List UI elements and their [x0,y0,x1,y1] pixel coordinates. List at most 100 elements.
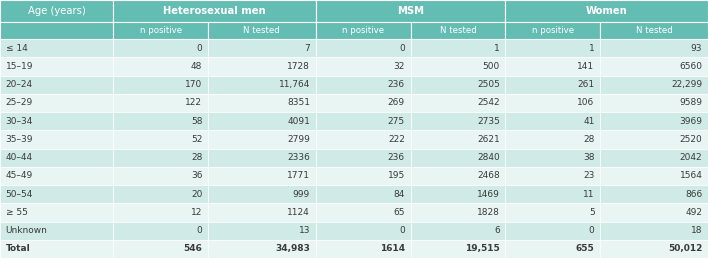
Bar [411,203,506,222]
Text: 20–24: 20–24 [6,80,33,89]
Text: 93: 93 [691,44,702,53]
Bar [316,130,411,149]
Text: 0: 0 [197,226,202,235]
Text: 40–44: 40–44 [6,153,33,162]
Bar [600,94,708,112]
Text: 2468: 2468 [477,171,500,180]
Text: 28: 28 [191,153,202,162]
Bar [411,130,506,149]
Bar [600,57,708,76]
Text: 236: 236 [388,80,405,89]
Text: 6: 6 [494,226,500,235]
Text: 2542: 2542 [477,98,500,107]
Text: 18: 18 [691,226,702,235]
Text: 11: 11 [583,190,595,199]
Text: 170: 170 [185,80,202,89]
Bar [506,240,600,258]
Text: 275: 275 [388,117,405,126]
Bar [113,76,208,94]
Text: 122: 122 [185,98,202,107]
Text: 6560: 6560 [680,62,702,71]
Bar [0,112,113,130]
Bar [600,203,708,222]
Text: 0: 0 [197,44,202,53]
Bar [411,167,506,185]
Bar [316,57,411,76]
Text: 9589: 9589 [680,98,702,107]
Bar [411,39,506,57]
Text: 0: 0 [399,226,405,235]
Bar [411,185,506,203]
Bar [506,149,600,167]
Text: Women: Women [586,6,627,16]
Bar [0,39,113,57]
Bar [208,149,316,167]
Bar [0,130,113,149]
Bar [600,185,708,203]
Text: 500: 500 [482,62,500,71]
Bar [0,94,113,112]
Text: 141: 141 [578,62,595,71]
Text: 11,764: 11,764 [279,80,310,89]
Bar [506,112,600,130]
Bar [208,57,316,76]
Text: 1: 1 [589,44,595,53]
Bar [316,112,411,130]
Bar [113,94,208,112]
Text: 2336: 2336 [287,153,310,162]
Bar [0,0,113,22]
Text: 2505: 2505 [477,80,500,89]
Text: n positive: n positive [342,26,384,35]
Text: 36: 36 [191,171,202,180]
Text: 1728: 1728 [287,62,310,71]
Bar [208,76,316,94]
Bar [113,185,208,203]
Text: 28: 28 [583,135,595,144]
Text: 50,012: 50,012 [668,244,702,253]
Bar [600,222,708,240]
Bar [506,39,600,57]
Bar [600,22,708,39]
Bar [113,0,316,22]
Bar [113,149,208,167]
Bar [316,222,411,240]
Text: 32: 32 [394,62,405,71]
Text: 35–39: 35–39 [6,135,33,144]
Bar [113,130,208,149]
Bar [600,130,708,149]
Text: 655: 655 [576,244,595,253]
Bar [208,39,316,57]
Bar [113,203,208,222]
Text: 50–54: 50–54 [6,190,33,199]
Bar [208,203,316,222]
Text: 1564: 1564 [680,171,702,180]
Text: 13: 13 [299,226,310,235]
Bar [208,112,316,130]
Bar [316,22,411,39]
Bar [113,112,208,130]
Bar [411,240,506,258]
Text: 5: 5 [589,208,595,217]
Bar [600,39,708,57]
Text: 2520: 2520 [680,135,702,144]
Bar [208,167,316,185]
Bar [113,240,208,258]
Bar [0,57,113,76]
Bar [113,167,208,185]
Bar [113,39,208,57]
Bar [316,94,411,112]
Text: Heterosexual men: Heterosexual men [163,6,266,16]
Text: 22,299: 22,299 [671,80,702,89]
Text: MSM: MSM [397,6,424,16]
Text: n positive: n positive [532,26,574,35]
Text: 492: 492 [685,208,702,217]
Text: 4091: 4091 [287,117,310,126]
Text: 20: 20 [191,190,202,199]
Bar [411,76,506,94]
Text: 2840: 2840 [477,153,500,162]
Text: 0: 0 [399,44,405,53]
Bar [600,112,708,130]
Text: 48: 48 [191,62,202,71]
Text: N tested: N tested [244,26,280,35]
Text: 546: 546 [183,244,202,253]
